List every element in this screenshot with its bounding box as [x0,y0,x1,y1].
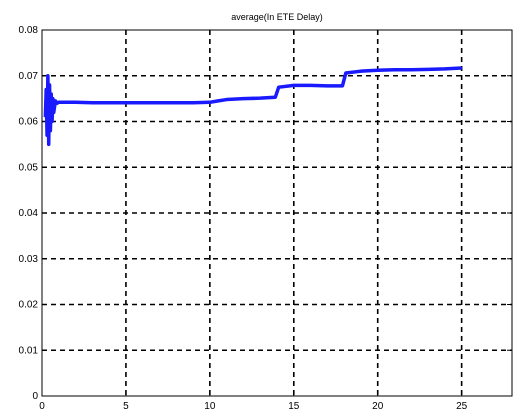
data-point [54,100,57,102]
grid-lines [42,30,512,396]
x-tick-label: 0 [39,401,45,412]
data-point [225,98,228,101]
x-tick-label: 10 [204,401,216,412]
data-point [52,111,55,114]
data-point [444,68,446,70]
data-point [360,70,362,72]
data-point [259,97,262,99]
data-point [274,96,277,99]
data-point [393,69,396,71]
y-tick-label: 0.02 [19,300,39,311]
x-tick-label: 15 [288,401,300,412]
data-point [91,101,94,104]
plot-frame [41,29,513,397]
data-point [175,101,178,104]
data-point [48,84,51,86]
data-point [277,86,280,88]
series-line [43,66,462,147]
chart-title: average(In ETE Delay) [231,12,323,22]
y-tick-label: 0.08 [19,25,39,36]
x-tick-label: 25 [456,401,468,412]
y-tick-label: 0.03 [19,254,39,265]
data-point [345,72,347,74]
data-point [44,116,47,118]
y-tick-label: 0 [32,391,38,402]
data-point [192,101,194,104]
data-point [47,143,50,146]
axis-ticks: 0 5 10 15 20 25 0 0.01 0.02 0.03 0.04 0.05 0.06 0.07 0… [19,25,512,412]
data-point [108,101,110,104]
data-point [158,101,161,104]
data-point [410,69,413,71]
data-point [125,101,127,104]
y-tick-label: 0.07 [19,71,39,82]
data-point [141,101,144,104]
data-point [460,67,463,69]
series-group [43,66,463,147]
data-point [52,97,54,100]
data-point [242,97,245,100]
data-point [49,129,52,132]
data-point [47,74,49,77]
data-point [56,102,58,104]
y-tick-label: 0.04 [19,208,39,219]
data-point [309,84,312,87]
data-point [45,88,47,91]
data-point [326,85,329,87]
y-tick-label: 0.01 [19,345,39,356]
data-point [209,101,211,104]
data-point [427,68,429,71]
data-point [341,85,344,87]
data-point [57,101,60,104]
y-tick-label: 0.05 [19,162,39,173]
data-point [376,69,379,72]
data-point [46,134,48,137]
x-tick-label: 5 [123,401,129,412]
data-point [51,120,53,123]
data-point [50,93,53,95]
data-point [292,84,295,87]
data-point [217,100,220,102]
x-tick-label: 20 [372,401,384,412]
y-tick-label: 0.06 [19,117,39,128]
data-point [74,101,77,104]
